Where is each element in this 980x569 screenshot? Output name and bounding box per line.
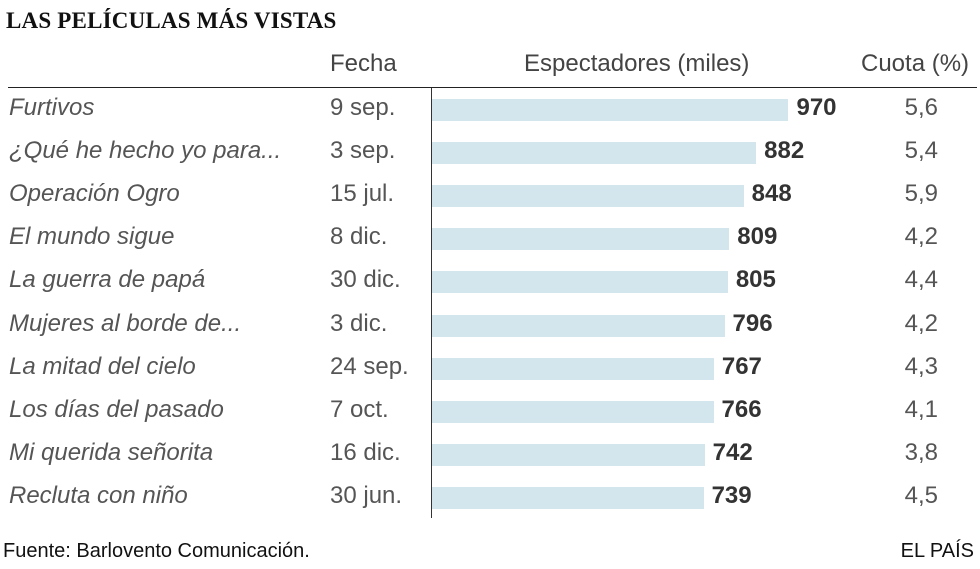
share-value: 5,4 [904,137,938,165]
release-date: 30 jun. [330,481,403,509]
movie-title: La mitad del cielo [9,352,196,380]
viewers-bar [432,271,728,294]
release-date: 9 sep. [330,94,396,121]
table-row: ¿Qué he hecho yo para... 3 sep. 882 5,4 [0,131,980,174]
movie-title: Recluta con niño [9,481,188,509]
release-date: 16 dic. [330,438,401,466]
viewers-value: 970 [796,94,837,121]
movie-title: ¿Qué he hecho yo para... [9,137,282,165]
movie-title: El mundo sigue [9,223,175,251]
share-value: 4,5 [904,481,938,509]
chart-title: LAS PELÍCULAS MÁS VISTAS [6,8,337,33]
viewers-bar [432,228,730,251]
movie-title: Operación Ogro [9,180,180,208]
table-row: Los días del pasado 7 oct. 766 4,1 [0,390,980,433]
release-date: 30 dic. [330,266,401,294]
release-date: 7 oct. [330,395,389,423]
table-row: Operación Ogro 15 jul. 848 5,9 [0,174,980,217]
viewers-bar [432,443,705,466]
table-row: Recluta con niño 30 jun. 739 4,5 [0,476,980,519]
viewers-value: 882 [764,137,805,165]
table-row: Furtivos 9 sep. 970 5,6 [0,88,980,131]
viewers-bar [432,357,714,380]
bar-axis-line [431,88,432,518]
share-value: 4,2 [904,309,938,337]
viewers-value: 796 [732,309,773,337]
header-rule [8,87,977,88]
table-row: Mi querida señorita 16 dic. 742 3,8 [0,433,980,476]
column-header-viewers: Espectadores (miles) [524,50,750,77]
viewers-value: 767 [721,352,762,380]
share-value: 5,9 [904,180,938,208]
table-row: La mitad del cielo 24 sep. 767 4,3 [0,347,980,390]
movie-title: Furtivos [9,94,95,121]
viewers-value: 809 [737,223,778,251]
column-header-share: Cuota (%) [861,50,970,77]
movie-title: Mujeres al borde de... [9,309,242,337]
release-date: 3 dic. [330,309,388,337]
viewers-bar [432,142,757,165]
column-header-date: Fecha [330,50,397,77]
viewers-value: 805 [735,266,776,294]
release-date: 3 sep. [330,137,396,165]
release-date: 24 sep. [330,352,409,380]
viewers-value: 848 [751,180,792,208]
share-value: 4,4 [904,266,938,294]
viewers-value: 766 [721,395,762,423]
movie-title: Los días del pasado [9,395,224,423]
release-date: 8 dic. [330,223,388,251]
viewers-bar [432,314,725,337]
viewers-value: 742 [712,438,753,466]
share-value: 5,6 [904,94,938,121]
table-row: Mujeres al borde de... 3 dic. 796 4,2 [0,304,980,347]
viewers-bar [432,99,789,121]
viewers-value: 739 [711,481,752,509]
brand-logo: EL PAÍS [900,540,974,562]
share-value: 4,3 [904,352,938,380]
viewers-bar [432,486,704,509]
viewers-bar [432,400,714,423]
share-value: 4,1 [904,395,938,423]
viewers-bar [432,185,744,208]
source-note: Fuente: Barlovento Comunicación. [3,540,310,562]
table-row: El mundo sigue 8 dic. 809 4,2 [0,217,980,260]
share-value: 4,2 [904,223,938,251]
movie-title: Mi querida señorita [9,438,214,466]
movie-title: La guerra de papá [9,266,206,294]
release-date: 15 jul. [330,180,395,208]
table-row: La guerra de papá 30 dic. 805 4,4 [0,260,980,303]
share-value: 3,8 [904,438,938,466]
